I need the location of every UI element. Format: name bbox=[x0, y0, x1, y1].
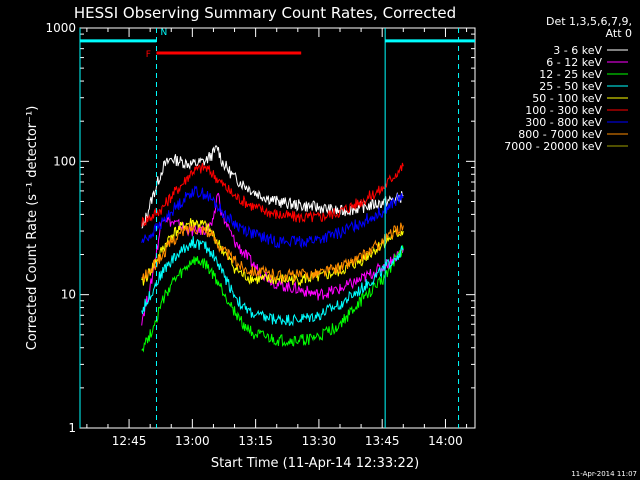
series-line bbox=[141, 236, 404, 327]
x-tick-label: 13:15 bbox=[238, 434, 273, 448]
legend-entry-label: 800 - 7000 keV bbox=[518, 128, 602, 141]
legend-entry-label: 7000 - 20000 keV bbox=[504, 140, 602, 153]
annotation-label: N bbox=[160, 28, 167, 38]
x-tick-label: 13:30 bbox=[302, 434, 337, 448]
series-line bbox=[141, 162, 404, 227]
series-line bbox=[141, 222, 404, 283]
x-tick-label: 12:45 bbox=[112, 434, 147, 448]
legend-entry-label: 12 - 25 keV bbox=[539, 68, 602, 81]
y-axis-label: Corrected Count Rate (s⁻¹ detector⁻¹) bbox=[25, 106, 40, 351]
y-tick-label: 1000 bbox=[45, 21, 76, 35]
legend-header-line-2: Att 0 bbox=[606, 27, 632, 40]
axes: 1 10 100 1000 12:45 13:00 13:15 13:30 13:45 14:00 bbox=[45, 21, 476, 448]
series-lines bbox=[141, 144, 404, 353]
y-tick-label: 1 bbox=[68, 421, 76, 435]
legend-entry-label: 3 - 6 keV bbox=[553, 44, 602, 57]
y-tick-label: 10 bbox=[61, 288, 76, 302]
legend-entry-label: 6 - 12 keV bbox=[546, 56, 602, 69]
chart-title: HESSI Observing Summary Count Rates, Cor… bbox=[74, 4, 456, 22]
legend-entry-label: 300 - 800 keV bbox=[525, 116, 602, 129]
legend-entry-label: 50 - 100 keV bbox=[532, 92, 602, 105]
legend-entry-label: 25 - 50 keV bbox=[539, 80, 602, 93]
x-tick-label: 14:00 bbox=[428, 434, 463, 448]
x-axis-label: Start Time (11-Apr-14 12:33:22) bbox=[211, 456, 419, 471]
legend-header-line-1: Det 1,3,5,6,7,9, bbox=[546, 15, 632, 28]
y-tick-label: 100 bbox=[53, 154, 76, 168]
legend-entry-label: 100 - 300 keV bbox=[525, 104, 602, 117]
observing-marks: NF bbox=[79, 28, 475, 428]
annotation-label: F bbox=[146, 50, 151, 60]
x-tick-label: 13:45 bbox=[365, 434, 400, 448]
footer-date: 11-Apr-2014 11:07 bbox=[571, 470, 637, 478]
series-line bbox=[141, 245, 404, 353]
x-tick-label: 13:00 bbox=[175, 434, 210, 448]
series-line bbox=[141, 185, 404, 249]
